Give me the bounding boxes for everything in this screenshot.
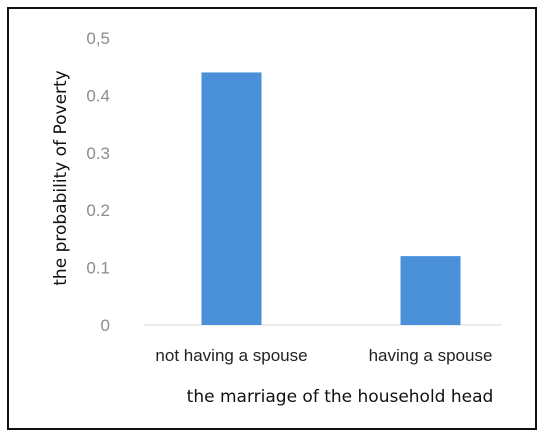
y-tick-label: 0.1 bbox=[86, 259, 110, 278]
y-tick-label: 0 bbox=[101, 316, 110, 335]
x-category-labels: not having a spouse having a spouse bbox=[155, 346, 492, 365]
y-tick-label: 0,5 bbox=[86, 29, 110, 48]
chart-frame bbox=[7, 7, 537, 430]
y-tick-labels: 0 0.1 0.2 0.3 0.4 0,5 bbox=[86, 29, 110, 335]
bars bbox=[201, 72, 461, 325]
y-axis-title: the probability of Poverty bbox=[51, 70, 71, 285]
x-axis-title: the marriage of the household head bbox=[187, 387, 494, 407]
y-tick-label: 0.3 bbox=[86, 144, 110, 163]
y-tick-label: 0.2 bbox=[86, 201, 110, 220]
bar bbox=[400, 256, 461, 325]
x-category-label: having a spouse bbox=[369, 346, 493, 365]
x-category-label: not having a spouse bbox=[155, 346, 307, 365]
y-tick-label: 0.4 bbox=[86, 86, 110, 105]
bar bbox=[201, 72, 262, 325]
